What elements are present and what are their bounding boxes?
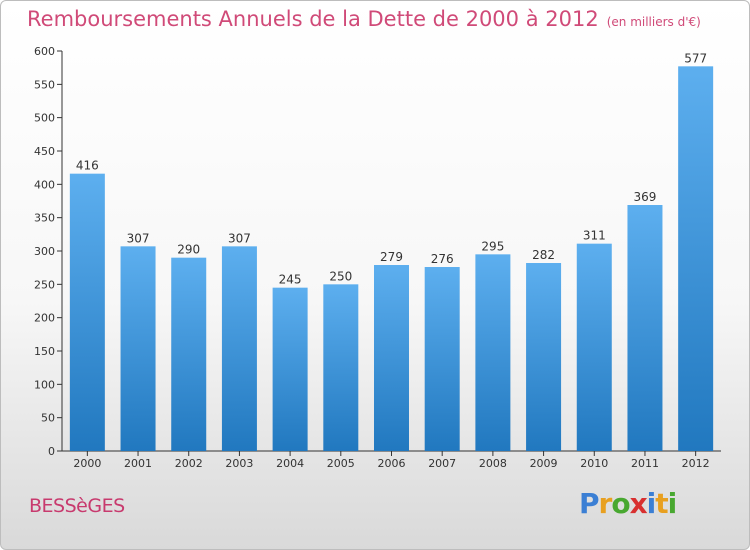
x-tick-label-2009: 2009 xyxy=(530,457,558,470)
data-label-2012: 577 xyxy=(684,51,707,65)
proxiti-logo[interactable]: Proxiti xyxy=(579,487,678,520)
y-tick-label: 550 xyxy=(34,78,55,91)
bar-2011[interactable] xyxy=(627,205,663,451)
data-label-2007: 276 xyxy=(431,252,454,266)
x-tick-label-2003: 2003 xyxy=(225,457,253,470)
data-label-2008: 295 xyxy=(481,239,504,253)
y-tick-label: 200 xyxy=(34,312,55,325)
x-tick-label-2011: 2011 xyxy=(631,457,659,470)
bar-2005[interactable] xyxy=(323,284,359,451)
bar-2002[interactable] xyxy=(171,257,207,451)
bar-2000[interactable] xyxy=(69,173,105,451)
bar-2006[interactable] xyxy=(374,265,409,451)
chart-title: Remboursements Annuels de la Dette de 20… xyxy=(27,7,701,31)
chart-subtitle: (en milliers d'€) xyxy=(606,15,701,29)
y-tick-label: 250 xyxy=(34,278,55,291)
bar-2007[interactable] xyxy=(424,267,460,451)
y-tick-label: 350 xyxy=(34,212,55,225)
y-tick-label: 50 xyxy=(41,412,55,425)
y-tick-label: 0 xyxy=(48,445,55,458)
y-tick-label: 400 xyxy=(34,178,55,191)
y-tick-label: 500 xyxy=(34,112,55,125)
bar-2008[interactable] xyxy=(475,254,511,451)
y-tick-label: 100 xyxy=(34,378,55,391)
data-label-2003: 307 xyxy=(228,231,251,245)
x-tick-label-2012: 2012 xyxy=(682,457,710,470)
logo-letter: i xyxy=(667,487,678,520)
y-tick-label: 450 xyxy=(34,145,55,158)
x-tick-label-2004: 2004 xyxy=(276,457,304,470)
data-label-2009: 282 xyxy=(532,248,555,262)
logo-letter: i xyxy=(646,487,657,520)
logo-letter: x xyxy=(629,487,648,520)
y-tick-label: 150 xyxy=(34,345,55,358)
bar-2003[interactable] xyxy=(221,246,257,451)
data-label-2000: 416 xyxy=(76,159,99,173)
x-tick-label-2005: 2005 xyxy=(327,457,355,470)
y-axis: 0 50 100 150 200 250 300 350 400 450 500 550 600 xyxy=(34,45,63,458)
data-label-2006: 279 xyxy=(380,250,403,264)
logo-letter: r xyxy=(598,487,613,520)
x-tick-label-2002: 2002 xyxy=(175,457,203,470)
bars xyxy=(69,66,714,451)
data-label-2010: 311 xyxy=(583,229,606,243)
chart-title-text: Remboursements Annuels de la Dette de 20… xyxy=(27,7,599,31)
bar-2009[interactable] xyxy=(526,263,562,451)
x-tick-label-2007: 2007 xyxy=(428,457,456,470)
bar-2001[interactable] xyxy=(120,246,156,451)
bar-2004[interactable] xyxy=(272,287,308,451)
data-label-2004: 245 xyxy=(279,273,302,287)
data-labels: 416 307 290 307 245 250 279 276 295 282 311 369 577 xyxy=(76,51,707,286)
commune-name: BESSèGES xyxy=(29,495,125,517)
bar-2010[interactable] xyxy=(576,243,612,451)
x-tick-label-2001: 2001 xyxy=(124,457,152,470)
data-label-2002: 290 xyxy=(177,243,200,257)
data-label-2001: 307 xyxy=(127,231,150,245)
x-tick-label-2006: 2006 xyxy=(378,457,406,470)
logo-letter: P xyxy=(579,487,600,520)
data-label-2011: 369 xyxy=(634,190,657,204)
x-tick-label-2008: 2008 xyxy=(479,457,507,470)
y-tick-label: 300 xyxy=(34,245,55,258)
x-tick-label-2000: 2000 xyxy=(73,457,101,470)
y-tick-label: 600 xyxy=(34,45,55,58)
x-tick-label-2010: 2010 xyxy=(580,457,608,470)
logo-letter: o xyxy=(611,487,630,520)
logo-letter: t xyxy=(655,487,668,520)
bar-2012[interactable] xyxy=(678,66,714,451)
data-label-2005: 250 xyxy=(329,269,352,283)
x-axis: 2000 2001 2002 2003 2004 2005 2006 2007 2008 2009… xyxy=(62,450,721,470)
